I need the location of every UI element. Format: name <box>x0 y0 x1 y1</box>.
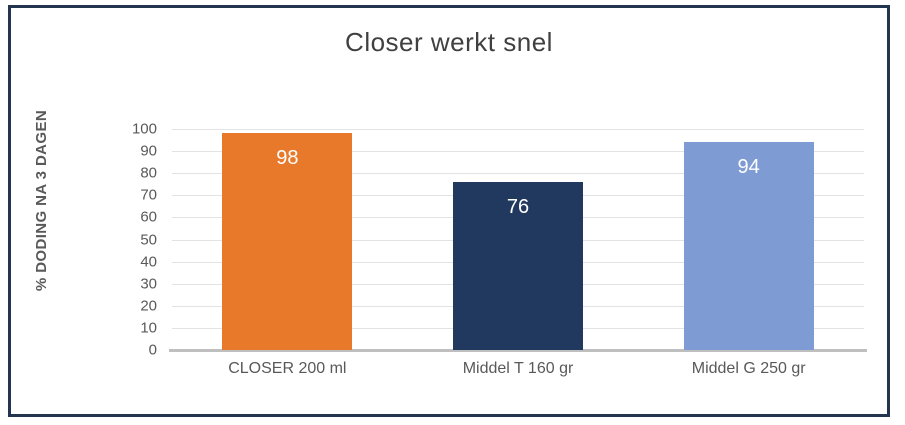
category-label: Middel G 250 gr <box>691 360 806 377</box>
y-tick-label: 90 <box>140 142 157 160</box>
y-tick-label: 60 <box>140 208 157 226</box>
y-tick-label: 30 <box>140 275 157 293</box>
bar-value-label: 98 <box>276 147 299 170</box>
gridline <box>172 151 864 153</box>
y-tick-label: 50 <box>140 231 157 248</box>
y-tick-labels: 0 10 20 30 40 50 60 70 80 90 100 <box>105 121 157 359</box>
y-axis-title-text: % DODING NA 3 DAGEN <box>33 109 51 291</box>
x-category-labels: CLOSER 200 ml Middel T 160 gr Middel G 250… <box>172 360 864 382</box>
x-axis-line <box>169 349 867 352</box>
y-tick-label: 70 <box>140 186 157 204</box>
category-label: Middel T 160 gr <box>462 360 574 377</box>
gridline <box>172 173 864 175</box>
chart-frame: Closer werkt snel % DODING NA 3 DAGEN 0 1… <box>8 5 890 417</box>
plot-area: 98 76 94 <box>169 129 867 352</box>
y-tick-label: 80 <box>140 164 157 182</box>
y-tick-label: 40 <box>140 253 157 271</box>
category-label: CLOSER 200 ml <box>228 360 347 377</box>
y-tick-label: 20 <box>140 297 157 315</box>
y-tick-label: 10 <box>140 319 157 337</box>
gridline <box>172 129 864 130</box>
bar-3: 94 <box>683 142 814 350</box>
y-tick-label: 0 <box>148 341 157 359</box>
bar-1: 98 <box>222 133 353 350</box>
bar-value-label: 76 <box>506 196 530 219</box>
bar-value-label: 94 <box>737 156 760 179</box>
chart-title: Closer werkt snel <box>345 27 553 57</box>
y-tick-label: 100 <box>131 120 157 138</box>
bar-2: 76 <box>453 182 583 350</box>
y-axis-title: % DODING NA 3 DAGEN <box>23 84 61 316</box>
bars: 98 76 94 <box>172 129 864 350</box>
